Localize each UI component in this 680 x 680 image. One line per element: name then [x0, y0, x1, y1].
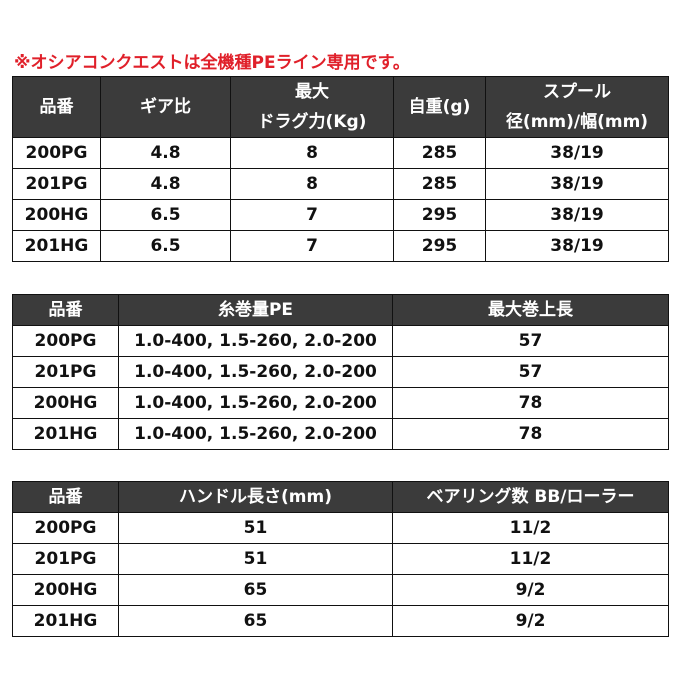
data-cell: 51: [118, 543, 393, 575]
data-cell: 11/2: [392, 543, 669, 575]
header-text: 品番: [39, 97, 74, 117]
header-text: 自重(g): [408, 97, 471, 117]
data-row: 201HG 65 9/2: [12, 605, 669, 637]
data-cell: 201PG: [12, 168, 101, 200]
data-cell: 285: [393, 168, 486, 200]
data-cell: 1.0-400, 1.5-260, 2.0-200: [118, 325, 393, 357]
header-row: 品番 ギア比 最大ドラグ力(Kg) 自重(g) スプール径(mm)/幅(mm): [12, 76, 669, 138]
data-cell: 200HG: [12, 574, 119, 606]
data-row: 200PG 51 11/2: [12, 512, 669, 544]
data-cell: 7: [230, 199, 394, 231]
header-cell: ハンドル長さ(mm): [118, 481, 393, 513]
data-row: 200PG 4.8 8 285 38/19: [12, 137, 669, 169]
data-cell: 295: [393, 230, 486, 262]
header-text: 糸巻量PE: [217, 300, 294, 320]
data-cell: 201PG: [12, 356, 119, 388]
data-row: 200HG 1.0-400, 1.5-260, 2.0-200 78: [12, 387, 669, 419]
data-row: 201PG 51 11/2: [12, 543, 669, 575]
data-cell: 4.8: [100, 168, 231, 200]
data-cell: 57: [392, 325, 669, 357]
data-cell: 8: [230, 168, 394, 200]
data-cell: 9/2: [392, 605, 669, 637]
data-cell: 200PG: [12, 325, 119, 357]
data-cell: 200PG: [12, 137, 101, 169]
data-cell: 9/2: [392, 574, 669, 606]
header-cell: 自重(g): [393, 76, 486, 138]
notice: ※オシアコンクエストは全機種PEライン専用です。: [14, 53, 410, 73]
data-row: 201HG 6.5 7 295 38/19: [12, 230, 669, 262]
header-text: スプール: [543, 82, 611, 102]
data-row: 200PG 1.0-400, 1.5-260, 2.0-200 57: [12, 325, 669, 357]
data-cell: 38/19: [485, 199, 669, 231]
data-cell: 200HG: [12, 199, 101, 231]
header-text: ギア比: [140, 97, 191, 117]
data-cell: 65: [118, 605, 393, 637]
header-text: 最大: [295, 82, 329, 102]
header-text: 品番: [48, 487, 83, 507]
data-cell: 51: [118, 512, 393, 544]
data-cell: 65: [118, 574, 393, 606]
header-cell: スプール径(mm)/幅(mm): [485, 76, 669, 138]
header-cell: 品番: [12, 481, 119, 513]
data-cell: 11/2: [392, 512, 669, 544]
data-cell: 200HG: [12, 387, 119, 419]
data-row: 200HG 65 9/2: [12, 574, 669, 606]
data-cell: 78: [392, 418, 669, 450]
header-cell: 最大ドラグ力(Kg): [230, 76, 394, 138]
data-cell: 6.5: [100, 230, 231, 262]
header-text: ハンドル長さ(mm): [179, 487, 332, 507]
header-cell: 最大巻上長: [392, 294, 669, 326]
data-cell: 295: [393, 199, 486, 231]
data-cell: 4.8: [100, 137, 231, 169]
data-cell: 201PG: [12, 543, 119, 575]
data-cell: 7: [230, 230, 394, 262]
data-row: 201HG 1.0-400, 1.5-260, 2.0-200 78: [12, 418, 669, 450]
header-text: 径(mm)/幅(mm): [505, 112, 649, 132]
data-cell: 8: [230, 137, 394, 169]
header-text: ベアリング数 BB/ローラー: [426, 487, 635, 507]
header-cell: 品番: [12, 294, 119, 326]
header-cell: 品番: [12, 76, 101, 138]
data-cell: 1.0-400, 1.5-260, 2.0-200: [118, 387, 393, 419]
header-text: ドラグ力(Kg): [257, 112, 367, 132]
data-cell: 1.0-400, 1.5-260, 2.0-200: [118, 356, 393, 388]
header-cell: ベアリング数 BB/ローラー: [392, 481, 669, 513]
spec-table: 品番 糸巻量PE 最大巻上長 200PG 1.0-400, 1.5-260, 2.0-2…: [12, 294, 669, 450]
data-cell: 200PG: [12, 512, 119, 544]
data-cell: 57: [392, 356, 669, 388]
data-row: 200HG 6.5 7 295 38/19: [12, 199, 669, 231]
data-cell: 201HG: [12, 418, 119, 450]
data-cell: 38/19: [485, 230, 669, 262]
data-cell: 38/19: [485, 168, 669, 200]
spec-table: 品番 ハンドル長さ(mm) ベアリング数 BB/ローラー 200PG 51 11/2 201…: [12, 481, 669, 637]
header-text: 品番: [48, 300, 83, 320]
data-cell: 38/19: [485, 137, 669, 169]
spec-table: 品番 ギア比 最大 ドラグ力(Kg) 自重(g) スプール 径(mm)/幅(mm) 200PG…: [12, 76, 669, 262]
header-text: 最大巻上長: [488, 300, 573, 320]
data-cell: 201HG: [12, 605, 119, 637]
data-cell: 201HG: [12, 230, 101, 262]
header-cell: 糸巻量PE: [118, 294, 393, 326]
data-row: 201PG 1.0-400, 1.5-260, 2.0-200 57: [12, 356, 669, 388]
header-cell: ギア比: [100, 76, 231, 138]
data-cell: 6.5: [100, 199, 231, 231]
header-row: 品番 ハンドル長さ(mm) ベアリング数 BB/ローラー: [12, 481, 669, 513]
data-cell: 285: [393, 137, 486, 169]
data-cell: 78: [392, 387, 669, 419]
header-row: 品番 糸巻量PE 最大巻上長: [12, 294, 669, 326]
data-row: 201PG 4.8 8 285 38/19: [12, 168, 669, 200]
data-cell: 1.0-400, 1.5-260, 2.0-200: [118, 418, 393, 450]
